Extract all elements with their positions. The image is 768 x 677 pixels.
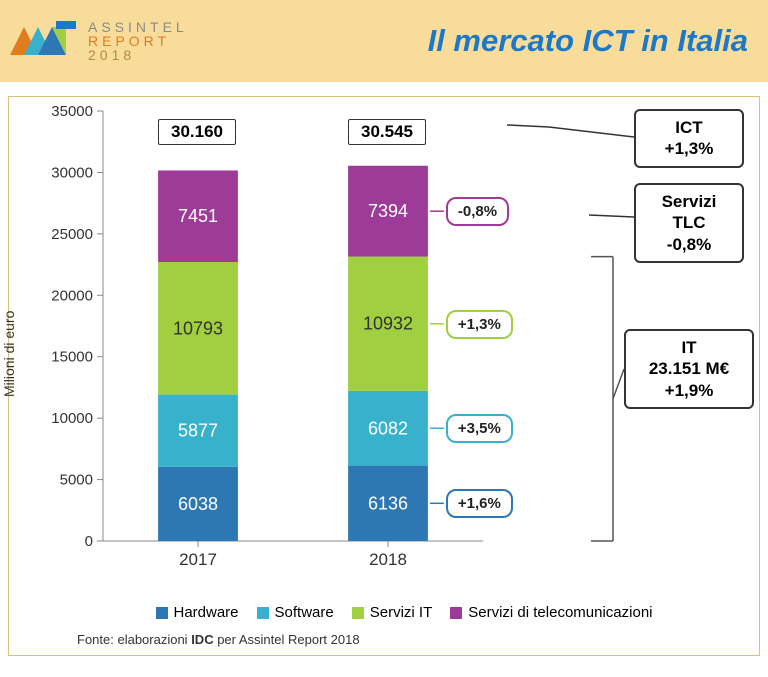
- header-bar: ASSINTEL REPORT 2018 Il mercato ICT in I…: [0, 0, 768, 82]
- svg-text:6082: 6082: [368, 418, 408, 438]
- legend-swatch: [156, 607, 168, 619]
- svg-text:0: 0: [85, 533, 93, 550]
- svg-text:10000: 10000: [51, 410, 93, 427]
- src-bold: IDC: [191, 632, 213, 647]
- big-callout-it: IT 23.151 M€ +1,9%: [624, 329, 754, 409]
- legend-item: Hardware: [156, 604, 239, 621]
- legend-swatch: [352, 607, 364, 619]
- legend-label: Hardware: [174, 604, 239, 621]
- svg-text:6038: 6038: [178, 494, 218, 514]
- callout-software-pct: +3,5%: [446, 414, 513, 443]
- tlc-l2: TLC: [646, 212, 732, 233]
- svg-text:5877: 5877: [178, 421, 218, 441]
- svg-text:20000: 20000: [51, 287, 93, 304]
- legend: Hardware Software Servizi IT Servizi di tel…: [59, 604, 749, 621]
- legend-swatch: [257, 607, 269, 619]
- logo-line2: REPORT: [88, 34, 188, 48]
- legend-item: Software: [257, 604, 334, 621]
- logo-line3: 2018: [88, 48, 188, 62]
- legend-label: Servizi IT: [370, 604, 433, 621]
- page-title: Il mercato ICT in Italia: [188, 23, 748, 59]
- src-suffix: per Assintel Report 2018: [214, 632, 360, 647]
- legend-label: Servizi di telecomunicazioni: [468, 604, 652, 621]
- total-2018: 30.545: [348, 119, 426, 145]
- callout-hardware-pct: +1,6%: [446, 489, 513, 518]
- legend-swatch: [450, 607, 462, 619]
- tlc-l1: Servizi: [646, 191, 732, 212]
- svg-text:10793: 10793: [173, 318, 223, 338]
- big-callout-tlc: Servizi TLC -0,8%: [634, 183, 744, 263]
- svg-text:25000: 25000: [51, 226, 93, 243]
- legend-item: Servizi IT: [352, 604, 433, 621]
- logo: ASSINTEL REPORT 2018: [10, 15, 188, 67]
- stacked-bar-chart: 0 5000 10000 15000 20000 25000 30000 35000 6038 5…: [15, 103, 615, 573]
- it-l1: IT: [636, 337, 742, 358]
- tlc-l3: -0,8%: [646, 234, 732, 255]
- legend-item: Servizi di telecomunicazioni: [450, 604, 652, 621]
- callout-tlc-pct: -0,8%: [446, 197, 509, 226]
- svg-text:2017: 2017: [179, 550, 217, 569]
- page: ASSINTEL REPORT 2018 Il mercato ICT in I…: [0, 0, 768, 677]
- ict-l1: ICT: [646, 117, 732, 138]
- svg-text:6136: 6136: [368, 493, 408, 513]
- logo-icon: [10, 15, 80, 67]
- chart-container: Milioni di euro 050001000015000200002500…: [8, 96, 760, 656]
- total-2017: 30.160: [158, 119, 236, 145]
- source-note: Fonte: elaborazioni IDC per Assintel Rep…: [77, 632, 360, 647]
- svg-text:7394: 7394: [368, 201, 408, 221]
- it-l3: +1,9%: [636, 380, 742, 401]
- svg-text:15000: 15000: [51, 349, 93, 366]
- big-callout-ict: ICT +1,3%: [634, 109, 744, 168]
- src-prefix: Fonte: elaborazioni: [77, 632, 191, 647]
- svg-text:10932: 10932: [363, 314, 413, 334]
- it-l2: 23.151 M€: [636, 358, 742, 379]
- svg-text:5000: 5000: [60, 472, 93, 489]
- legend-label: Software: [275, 604, 334, 621]
- logo-line1: ASSINTEL: [88, 20, 188, 34]
- svg-text:2018: 2018: [369, 550, 407, 569]
- svg-text:7451: 7451: [178, 206, 218, 226]
- svg-text:30000: 30000: [51, 164, 93, 181]
- logo-text: ASSINTEL REPORT 2018: [88, 20, 188, 62]
- ict-l2: +1,3%: [646, 138, 732, 159]
- svg-text:35000: 35000: [51, 103, 93, 120]
- callout-serviziit-pct: +1,3%: [446, 310, 513, 339]
